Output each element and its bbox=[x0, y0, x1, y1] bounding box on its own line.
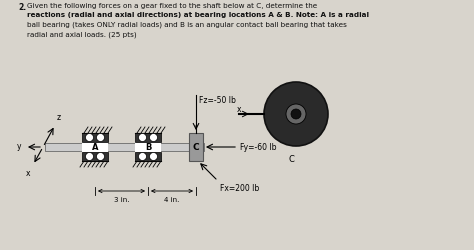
Circle shape bbox=[286, 104, 306, 124]
Text: radial and axial loads. (25 pts): radial and axial loads. (25 pts) bbox=[27, 31, 137, 38]
Text: z: z bbox=[57, 112, 61, 122]
Circle shape bbox=[291, 110, 301, 120]
Bar bbox=[82, 152, 108, 161]
Text: ball bearing (takes ONLY radial loads) and B is an angular contact ball bearing : ball bearing (takes ONLY radial loads) a… bbox=[27, 22, 347, 29]
Text: C: C bbox=[288, 154, 294, 163]
Text: 4 in.: 4 in. bbox=[164, 196, 180, 202]
Circle shape bbox=[138, 134, 146, 142]
Text: Fx=200 lb: Fx=200 lb bbox=[220, 183, 259, 192]
Text: 3 in.: 3 in. bbox=[114, 196, 129, 202]
Text: Given the following forces on a gear fixed to the shaft below at C, determine th: Given the following forces on a gear fix… bbox=[27, 3, 317, 9]
Circle shape bbox=[85, 153, 93, 161]
Circle shape bbox=[97, 153, 104, 161]
Circle shape bbox=[149, 153, 157, 161]
Circle shape bbox=[97, 134, 104, 142]
Bar bbox=[82, 142, 108, 152]
Bar bbox=[45, 144, 204, 152]
Circle shape bbox=[264, 83, 328, 146]
Text: reactions (radial and axial directions) at bearing locations A & B. Note: A is a: reactions (radial and axial directions) … bbox=[27, 12, 369, 18]
Circle shape bbox=[85, 134, 93, 142]
Bar bbox=[189, 134, 203, 161]
Text: x: x bbox=[26, 168, 30, 177]
Text: C: C bbox=[193, 143, 199, 152]
Circle shape bbox=[138, 153, 146, 161]
Text: Fz=-50 lb: Fz=-50 lb bbox=[199, 96, 236, 104]
Bar bbox=[135, 152, 161, 161]
Bar bbox=[135, 142, 161, 152]
Text: 2.: 2. bbox=[18, 3, 26, 12]
Text: y: y bbox=[17, 142, 21, 151]
Text: Fy=-60 lb: Fy=-60 lb bbox=[240, 143, 276, 152]
Bar bbox=[82, 134, 108, 142]
Bar bbox=[135, 134, 161, 142]
Text: B: B bbox=[145, 143, 151, 152]
Text: x: x bbox=[237, 105, 241, 114]
Circle shape bbox=[149, 134, 157, 142]
Text: A: A bbox=[92, 143, 98, 152]
